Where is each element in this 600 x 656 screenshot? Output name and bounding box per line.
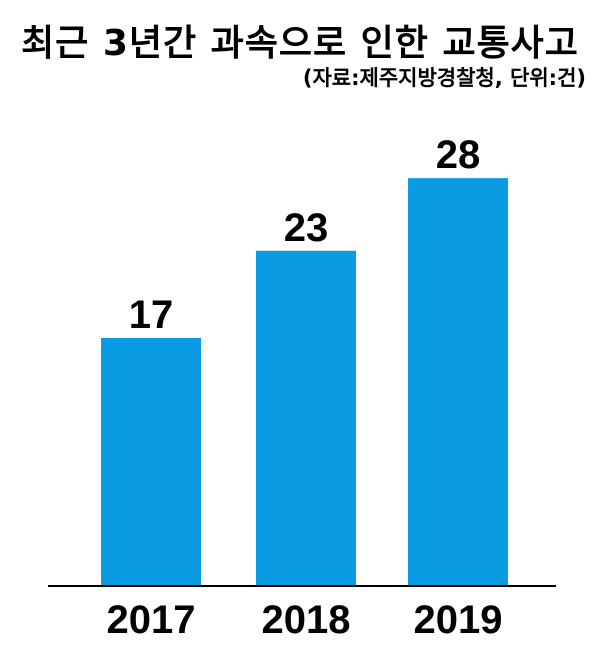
x-tick-label-2019: 2019 (414, 598, 503, 642)
bar-2019 (408, 178, 508, 585)
data-label-2018: 23 (284, 206, 329, 250)
x-tick-label-2018: 2018 (262, 598, 351, 642)
data-label-2019: 28 (436, 133, 481, 177)
x-tick-label-2017: 2017 (107, 598, 196, 642)
bar-2018 (256, 250, 356, 585)
bar-2017 (101, 337, 201, 585)
chart-title: 최근 3년간 과속으로 인한 교통사고 (21, 23, 579, 64)
data-label-2017: 17 (129, 293, 174, 337)
chart-subtitle: (자료:제주지방경찰청, 단위:건) (302, 66, 586, 90)
